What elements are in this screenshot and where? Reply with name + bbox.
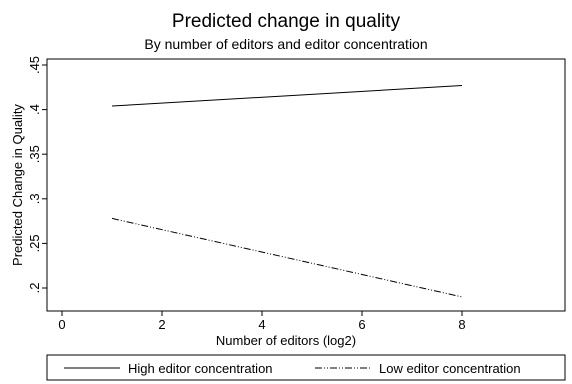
x-tick-label: 2 [158,317,165,332]
y-tick-label: .2 [27,283,42,294]
series-group [111,85,463,298]
y-tick-label: .4 [27,104,42,115]
x-tick-label: 4 [258,317,265,332]
chart-title: Predicted change in quality [172,11,401,32]
y-axis-label: Predicted Change in Quality [10,104,25,266]
legend-label-high: High editor concentration [128,361,273,376]
legend [46,354,566,381]
series-line-low [111,217,463,298]
y-tick-label: .25 [27,234,42,252]
plot-area [46,58,566,312]
chart-subtitle: By number of editors and editor concentr… [144,36,427,52]
legend-label-low: Low editor concentration [379,361,521,376]
x-axis-label: Number of editors (log2) [216,333,356,348]
y-tick-label: .35 [27,145,42,163]
x-axis: 0 2 4 6 8 [58,311,466,332]
x-tick-label: 8 [458,317,465,332]
x-tick-label: 6 [358,317,365,332]
x-tick-label: 0 [58,317,65,332]
y-axis: .2 .25 .3 .35 .4 .45 [27,56,47,293]
y-tick-label: .45 [27,56,42,74]
series-line-high [111,85,463,107]
y-tick-label: .3 [27,193,42,204]
